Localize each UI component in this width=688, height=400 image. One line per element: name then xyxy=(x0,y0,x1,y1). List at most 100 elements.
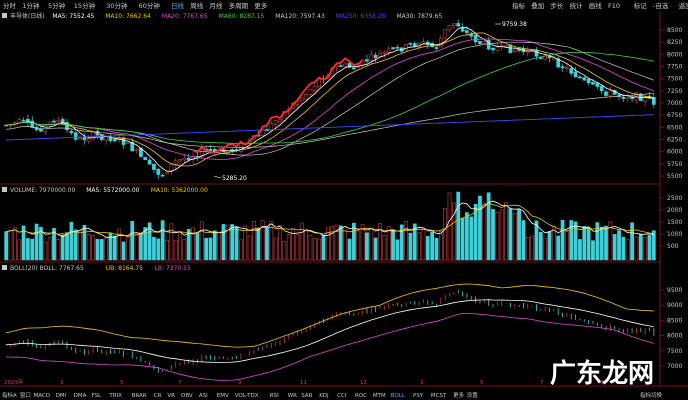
low-annotation-pointer xyxy=(213,175,222,179)
volume-bar xyxy=(126,236,130,261)
axis-label: 2500 xyxy=(667,195,682,202)
candle xyxy=(169,164,174,173)
volume-ma-lines xyxy=(6,200,654,238)
period-tab-0[interactable]: 分时 xyxy=(3,1,17,10)
volume-bar xyxy=(26,238,30,261)
indicator-tab-4[interactable]: DMA xyxy=(74,393,87,399)
candle xyxy=(560,66,565,69)
period-tab-7[interactable]: 周线 xyxy=(190,1,204,10)
indicator-tab-7[interactable]: BRAR xyxy=(132,393,147,399)
indicator-tab-14[interactable]: RSI xyxy=(270,393,279,399)
period-tab-2[interactable]: 5分钟 xyxy=(48,1,66,10)
axis-label: 1500 xyxy=(667,219,682,226)
indicator-tab-5[interactable]: FSL xyxy=(92,393,103,399)
axis-label: 7250 xyxy=(667,88,682,95)
volume-bar xyxy=(599,226,604,261)
volume-bar xyxy=(495,211,500,261)
volume-bar xyxy=(504,202,508,261)
period-tab-3[interactable]: 15分钟 xyxy=(74,1,96,10)
candle xyxy=(434,47,439,49)
indicator-tab-24[interactable]: 更多 xyxy=(453,391,465,399)
function-button-5[interactable]: F10 xyxy=(608,2,620,10)
volume-bar xyxy=(282,241,287,261)
period-tab-6[interactable]: 日线 xyxy=(171,1,185,10)
indicator-tab-25[interactable]: 设置 xyxy=(467,391,479,399)
period-tab-1[interactable]: 1分钟 xyxy=(22,1,40,10)
indicator-tab-1[interactable]: 窗口 xyxy=(20,391,31,399)
ma120-line xyxy=(6,92,654,148)
indicator-switch[interactable]: 指标切换 xyxy=(640,391,663,399)
volume-bar xyxy=(169,223,174,261)
volume-bar xyxy=(421,228,426,261)
candle xyxy=(47,121,52,125)
indicator-tab-23[interactable]: MCST xyxy=(431,393,447,399)
candle xyxy=(182,157,187,161)
volume-bar xyxy=(343,226,348,261)
indicator-tab-15[interactable]: WR xyxy=(288,393,297,399)
volume-bar xyxy=(204,238,208,261)
indicator-tab-17[interactable]: KDJ xyxy=(319,393,329,399)
candle xyxy=(465,30,469,33)
price-axis: 8500 8250 8000 7750 7500 7250 7000 6750 6500 6250… xyxy=(660,27,682,180)
volume-bar xyxy=(443,208,448,261)
candle xyxy=(178,159,182,162)
volume-bar xyxy=(30,238,35,261)
function-button-6[interactable]: 标记 xyxy=(634,1,648,10)
function-button-3[interactable]: 统计 xyxy=(570,1,584,10)
candle xyxy=(199,148,204,157)
candle xyxy=(143,157,148,161)
indicator-tab-9[interactable]: VR xyxy=(167,393,175,399)
candle xyxy=(191,155,195,161)
candle xyxy=(186,157,191,161)
legend-entry-4: MA120: 7597.43 xyxy=(275,13,325,20)
candle xyxy=(578,76,582,79)
indicator-tab-19[interactable]: ROC xyxy=(355,393,367,399)
function-button-7[interactable]: -自选 xyxy=(653,1,669,10)
indicator-tab-21[interactable]: BOLL xyxy=(391,393,406,399)
indicator-tab-3[interactable]: DMI xyxy=(56,393,67,399)
volume-bar xyxy=(334,224,339,261)
period-tab-10[interactable]: 更多 xyxy=(254,1,268,10)
candle xyxy=(369,53,374,61)
indicator-tab-13[interactable]: VOL-TDX xyxy=(235,393,259,399)
function-button-0[interactable]: 指标 xyxy=(512,1,526,10)
indicator-tab-18[interactable]: CCI xyxy=(337,393,347,399)
function-button-4[interactable]: 画线 xyxy=(589,1,603,10)
volume-bar xyxy=(243,225,248,261)
candle xyxy=(517,49,521,51)
period-tab-5[interactable]: 60分钟 xyxy=(139,1,161,10)
indicator-tab-11[interactable]: ASI xyxy=(199,393,208,399)
function-button-8[interactable]: 返回 xyxy=(679,2,688,10)
period-tab-9[interactable]: 多周期 xyxy=(229,1,249,10)
volume-bar xyxy=(95,238,100,261)
boll-upper-line xyxy=(6,283,654,348)
axis-label: 5750 xyxy=(667,161,682,168)
volume-bar xyxy=(317,238,322,261)
period-tab-4[interactable]: 30分钟 xyxy=(106,1,128,10)
volume-bar xyxy=(512,213,517,261)
volume-bar xyxy=(273,237,278,261)
volume-bar xyxy=(465,212,469,261)
function-button-2[interactable]: 步长 xyxy=(550,1,564,10)
candle xyxy=(478,41,482,45)
volume-bar xyxy=(212,230,217,261)
indicator-tab-12[interactable]: EMV xyxy=(217,393,229,399)
indicator-tab-8[interactable]: CR xyxy=(154,393,162,399)
candle xyxy=(643,96,648,102)
volume-bar xyxy=(565,231,569,261)
indicator-tab-20[interactable]: MTM xyxy=(373,393,386,399)
indicator-tab-2[interactable]: MACD xyxy=(34,393,51,399)
volume-bar xyxy=(8,229,13,261)
axis-label: 8500 xyxy=(667,27,682,34)
axis-label: 8500 xyxy=(667,317,682,324)
function-button-1[interactable]: 叠加 xyxy=(531,1,544,10)
volume-bar xyxy=(430,231,435,261)
indicator-tab-10[interactable]: OBV xyxy=(181,393,193,399)
period-tab-8[interactable]: 月线 xyxy=(209,1,223,10)
indicator-tab-22[interactable]: PSY xyxy=(413,393,424,399)
indicator-tab-6[interactable]: TRIX xyxy=(108,393,122,399)
indicator-tab-16[interactable]: SAR xyxy=(301,393,312,399)
volume-bar xyxy=(17,239,22,261)
volume-bar xyxy=(34,223,39,261)
indicator-tab-0[interactable]: 指标A xyxy=(2,391,17,399)
